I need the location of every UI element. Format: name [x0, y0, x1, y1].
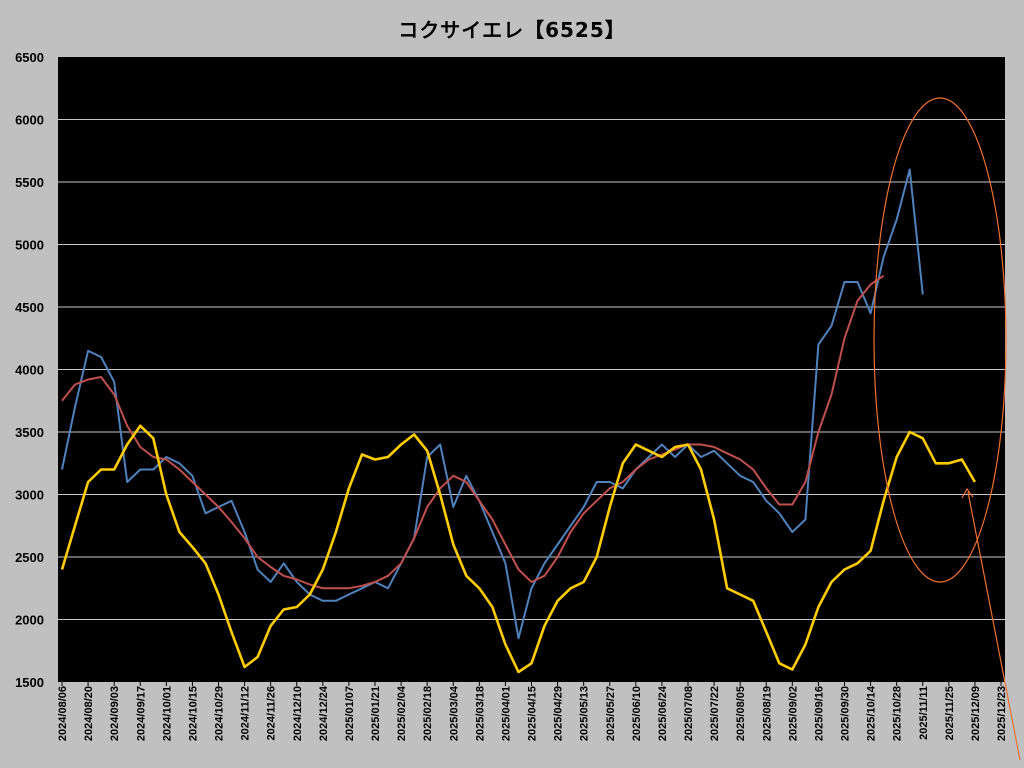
x-tick-label: 2024/12/10 — [292, 686, 304, 741]
y-tick-label: 1500 — [15, 675, 44, 690]
x-tick-label: 2024/09/17 — [135, 686, 147, 741]
x-tick-label: 2025/01/07 — [344, 686, 356, 741]
x-tick-label: 2024/10/01 — [161, 686, 173, 741]
x-tick-label: 2024/12/24 — [318, 685, 330, 741]
x-tick-label: 2025/02/04 — [396, 685, 408, 741]
y-tick-label: 5000 — [15, 238, 44, 253]
y-tick-label: 2000 — [15, 613, 44, 628]
y-tick-label: 3500 — [15, 425, 44, 440]
x-tick-label: 2025/12/09 — [970, 686, 982, 741]
chart-title: コクサイエレ【6525】 — [398, 18, 626, 42]
x-tick-label: 2025/11/25 — [944, 686, 956, 740]
x-tick-label: 2025/09/02 — [787, 686, 799, 741]
x-tick-label: 2024/10/15 — [187, 686, 199, 741]
x-tick-label: 2025/01/21 — [370, 686, 382, 741]
x-tick-label: 2025/08/19 — [761, 686, 773, 741]
x-tick-label: 2025/04/29 — [553, 686, 565, 741]
x-tick-label: 2025/11/11 — [918, 686, 930, 740]
x-tick-label: 2024/11/12 — [240, 686, 252, 740]
x-tick-label: 2025/07/22 — [709, 686, 721, 741]
y-tick-label: 4500 — [15, 300, 44, 315]
x-tick-label: 2025/10/14 — [866, 685, 878, 741]
x-tick-label: 2025/06/24 — [657, 685, 669, 741]
y-tick-label: 5500 — [15, 175, 44, 190]
y-tick-label: 2500 — [15, 550, 44, 565]
x-tick-label: 2024/11/26 — [266, 686, 278, 740]
x-tick-label: 2025/02/18 — [422, 686, 434, 741]
y-tick-label: 6000 — [15, 113, 44, 128]
y-tick-label: 6500 — [15, 50, 44, 65]
series-line-2 — [61, 274, 885, 590]
x-tick-label: 2025/04/01 — [500, 686, 512, 741]
x-tick-label: 2025/09/16 — [813, 686, 825, 741]
x-tick-label: 2024/10/29 — [214, 686, 226, 741]
x-tick-label: 2025/08/05 — [735, 686, 747, 741]
x-tick-label: 2025/12/23 — [996, 686, 1008, 741]
annotation-ellipse — [873, 97, 1007, 583]
x-tick-label: 2025/03/18 — [474, 686, 486, 741]
annotation-arrow-head — [961, 487, 974, 499]
x-tick-label: 2025/10/28 — [892, 686, 904, 741]
x-tick-label: 2024/08/20 — [83, 686, 95, 741]
x-tick-label: 2025/03/04 — [448, 685, 460, 741]
x-tick-label: 2025/04/15 — [527, 686, 539, 741]
y-tick-label: 4000 — [15, 363, 44, 378]
x-tick-label: 2025/05/27 — [605, 686, 617, 741]
series-line-3 — [60, 424, 977, 674]
x-tick-label: 2024/09/03 — [109, 686, 121, 741]
y-tick-label: 3000 — [15, 488, 44, 503]
x-tick-label: 2025/06/10 — [631, 686, 643, 741]
x-tick-label: 2025/05/13 — [579, 686, 591, 741]
x-tick-label: 2025/07/08 — [683, 686, 695, 741]
annotation-arrow-line — [967, 491, 1021, 761]
x-tick-label: 2024/08/06 — [57, 686, 69, 741]
x-tick-label: 2025/09/30 — [840, 686, 852, 741]
series-line-1 — [61, 168, 924, 640]
